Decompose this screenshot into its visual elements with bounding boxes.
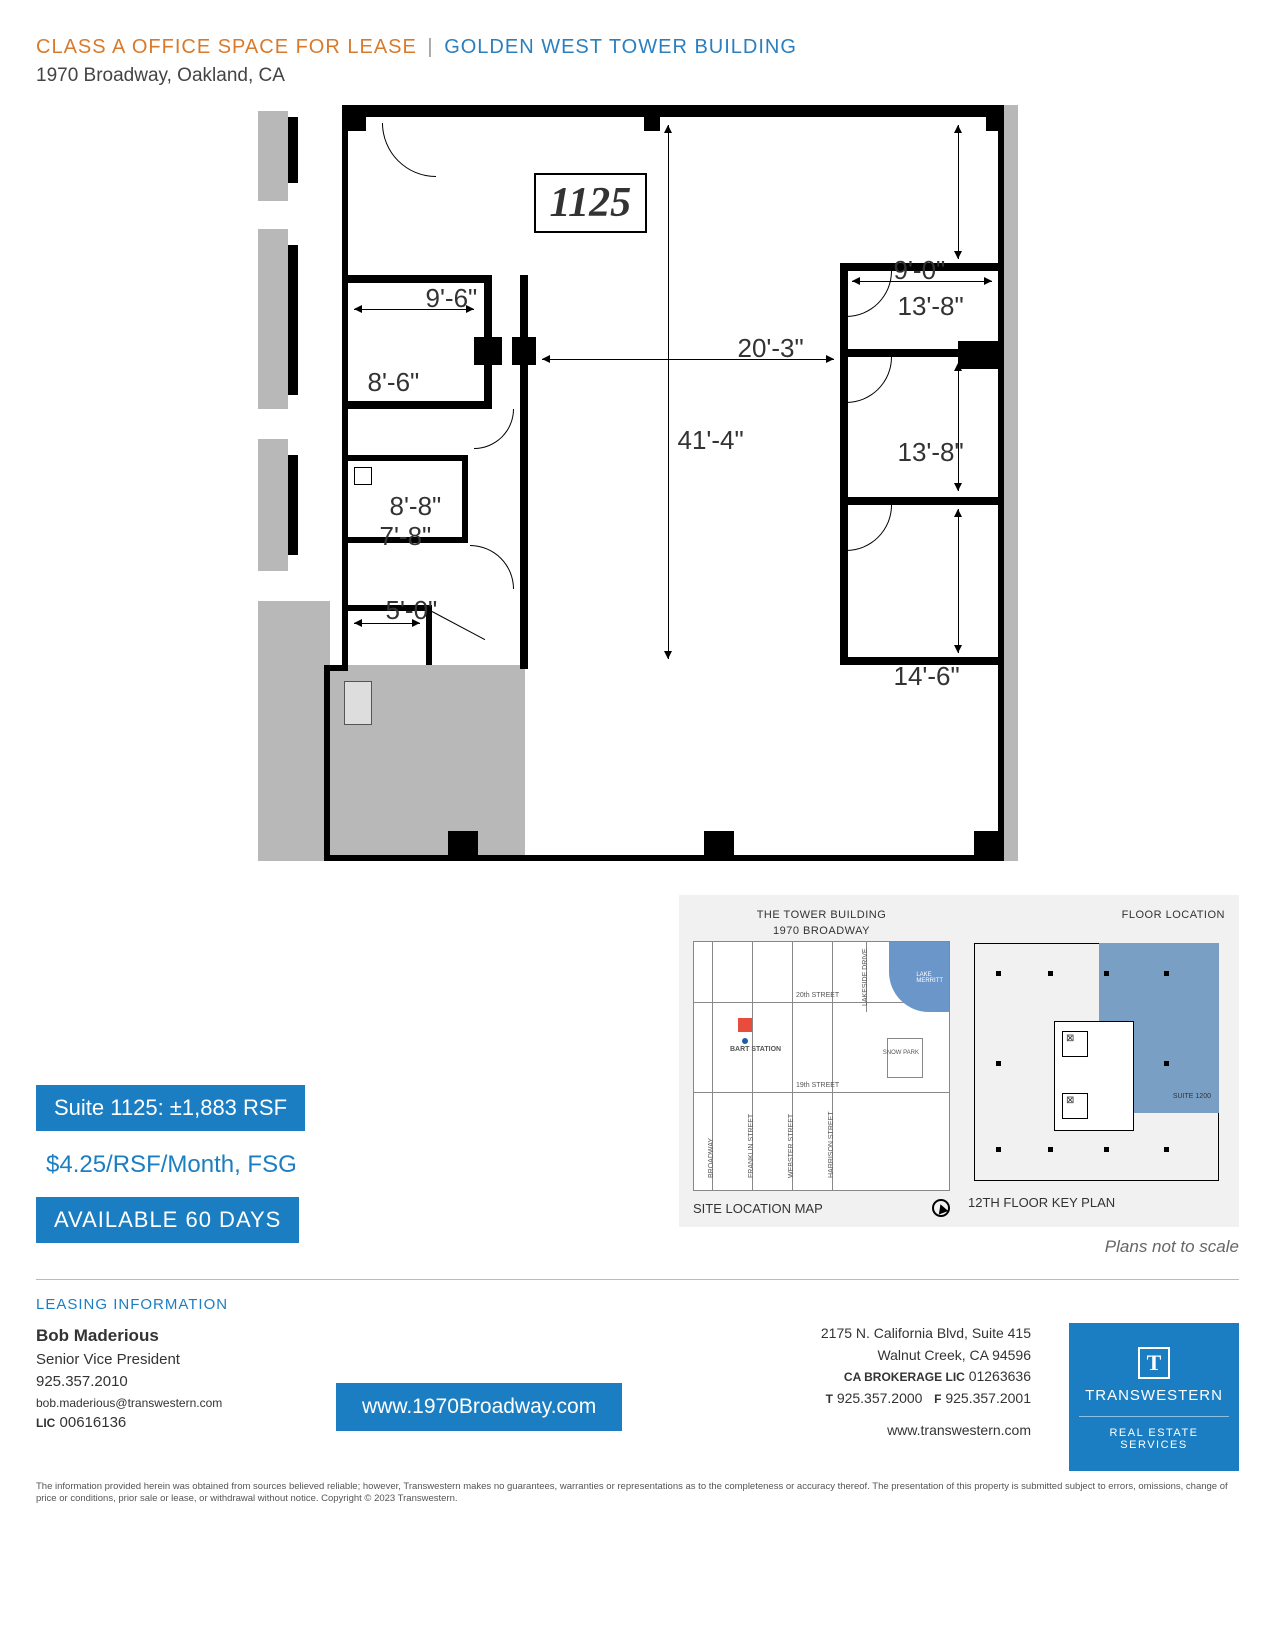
address: 1970 Broadway, Oakland, CA [36,65,1239,87]
price-text: $4.25/RSF/Month, FSG [46,1151,396,1179]
plans-note: Plans not to scale [396,1237,1239,1257]
office-web: www.transwestern.com [821,1420,1031,1442]
brokerage-lic: 01263636 [969,1368,1031,1384]
floor-key-plan: ⊠ ⊠ SUITE 1200 [968,937,1225,1187]
office-block: 2175 N. California Blvd, Suite 415 Walnu… [821,1323,1031,1441]
brand-logo: T TRANSWESTERN REAL ESTATE SERVICES [1069,1323,1239,1471]
dim-5-0: 5'-0" [386,595,438,626]
disclaimer: The information provided herein was obta… [36,1481,1239,1506]
site-map-title1: THE TOWER BUILDING [693,909,950,921]
office-addr1: 2175 N. California Blvd, Suite 415 [821,1323,1031,1345]
dim-13-8b: 13'-8" [898,437,964,468]
t-label: T [826,1392,833,1406]
dim-41-4: 41'-4" [678,425,744,456]
key-plan-footer: 12TH FLOOR KEY PLAN [968,1195,1115,1210]
phone-f: 925.357.2001 [945,1390,1031,1406]
site-map-title2: 1970 BROADWAY [693,925,950,937]
contact-title: Senior Vice President [36,1349,316,1372]
lic-number: 00616136 [60,1414,127,1431]
compass-icon [932,1199,950,1217]
site-location-map: LAKEMERRITT SNOW PARK BART STATION 20th … [693,941,950,1191]
lease-label: CLASS A OFFICE SPACE FOR LEASE [36,36,417,58]
logo-icon: T [1138,1347,1170,1379]
dim-9-0: 9'-0" [894,255,946,286]
dim-13-8a: 13'-8" [898,291,964,322]
contact-block: Bob Maderious Senior Vice President 925.… [36,1323,316,1434]
site-map-footer: SITE LOCATION MAP [693,1201,823,1216]
dim-7-8: 7'-8" [380,521,432,552]
floorplan-diagram: 1125 9'-6" 8'-6" 8'-8" 7'-8" 5'-0" 20'-3… [258,105,1018,865]
contact-name: Bob Maderious [36,1323,316,1349]
phone-t: 925.357.2000 [837,1390,923,1406]
contact-email: bob.maderious@transwestern.com [36,1394,316,1412]
availability-badge: AVAILABLE 60 DAYS [36,1197,299,1243]
divider: | [427,36,433,58]
floorplan-container: 1125 9'-6" 8'-6" 8'-8" 7'-8" 5'-0" 20'-3… [36,105,1239,865]
building-name: GOLDEN WEST TOWER BUILDING [444,36,797,58]
office-addr2: Walnut Creek, CA 94596 [821,1345,1031,1367]
leasing-heading: LEASING INFORMATION [36,1296,1239,1313]
dim-9-6: 9'-6" [426,283,478,314]
maps-panel: THE TOWER BUILDING 1970 BROADWAY LAKEMER… [679,895,1239,1227]
dim-20-3: 20'-3" [738,333,804,364]
dim-14-6: 14'-6" [894,661,960,692]
brokerage-label: CA BROKERAGE LIC [844,1370,965,1384]
suite-number-label: 1125 [534,173,648,233]
key-plan-title: FLOOR LOCATION [968,909,1225,921]
lic-label: LIC [36,1416,55,1430]
logo-sub1: REAL ESTATE [1079,1427,1229,1439]
listing-info: Suite 1125: ±1,883 RSF $4.25/RSF/Month, … [36,1085,396,1257]
logo-name: TRANSWESTERN [1079,1387,1229,1404]
header-line: CLASS A OFFICE SPACE FOR LEASE | GOLDEN … [36,36,1239,59]
logo-sub2: SERVICES [1079,1439,1229,1451]
f-label: F [934,1392,941,1406]
dim-8-8: 8'-8" [390,491,442,522]
contact-phone: 925.357.2010 [36,1371,316,1394]
website-button[interactable]: www.1970Broadway.com [336,1383,622,1431]
dim-8-6: 8'-6" [368,367,420,398]
suite-badge: Suite 1125: ±1,883 RSF [36,1085,305,1131]
divider-line [36,1279,1239,1280]
